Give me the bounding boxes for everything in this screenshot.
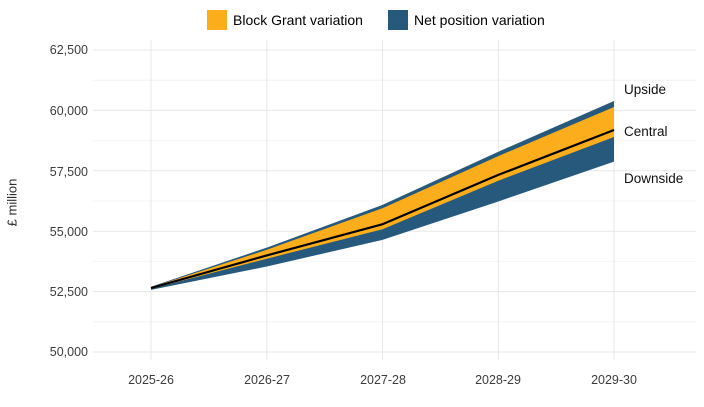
legend: Block Grant variation Net position varia… — [0, 0, 704, 40]
y-tick-52500: 52,500 — [49, 285, 88, 299]
block-grant-legend-label: Block Grant variation — [233, 12, 363, 28]
x-tick-2028-29: 2028-29 — [475, 373, 521, 387]
y-tick-55000: 55,000 — [49, 225, 88, 239]
x-tick-2025-26: 2025-26 — [128, 373, 174, 387]
annotation-central: Central — [624, 124, 668, 139]
block-grant-legend-swatch — [207, 10, 227, 30]
y-tick-62500: 62,500 — [49, 43, 88, 57]
y-tick-50000: 50,000 — [49, 345, 88, 359]
x-tick-2027-28: 2027-28 — [360, 373, 406, 387]
y-tick-60000: 60,000 — [49, 104, 88, 118]
annotation-downside: Downside — [624, 171, 684, 186]
y-tick-57500: 57,500 — [49, 165, 88, 179]
net-position-legend-swatch — [388, 10, 408, 30]
x-tick-2029-30: 2029-30 — [591, 373, 637, 387]
annotation-upside: Upside — [624, 82, 667, 97]
x-tick-2026-27: 2026-27 — [244, 373, 290, 387]
central-projection-line — [150, 128, 615, 290]
net-position-legend-label: Net position variation — [414, 12, 545, 28]
